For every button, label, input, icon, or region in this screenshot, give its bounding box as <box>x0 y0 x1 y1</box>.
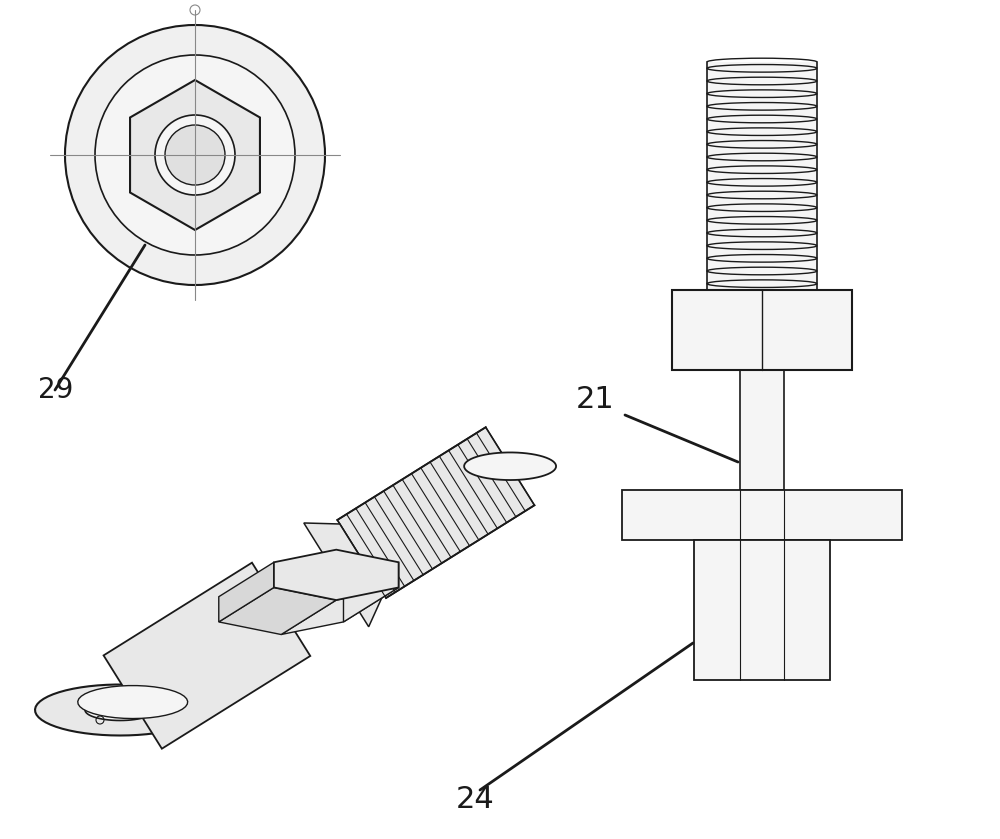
Bar <box>740 370 784 490</box>
Polygon shape <box>226 593 336 626</box>
Text: 29: 29 <box>38 376 73 404</box>
Polygon shape <box>85 700 155 721</box>
Polygon shape <box>281 587 399 634</box>
Polygon shape <box>78 685 188 718</box>
Polygon shape <box>130 80 260 230</box>
Polygon shape <box>343 562 399 622</box>
Polygon shape <box>464 452 556 480</box>
Polygon shape <box>104 563 310 748</box>
Text: 24: 24 <box>456 785 494 815</box>
Polygon shape <box>219 562 274 622</box>
Circle shape <box>155 115 235 195</box>
Circle shape <box>65 25 325 285</box>
Polygon shape <box>274 550 399 600</box>
Circle shape <box>95 55 295 255</box>
Bar <box>622 490 902 540</box>
Circle shape <box>165 125 225 185</box>
Polygon shape <box>337 427 534 598</box>
Bar <box>707 62 817 290</box>
Polygon shape <box>219 587 336 634</box>
Text: 21: 21 <box>576 385 615 414</box>
Bar <box>672 290 852 370</box>
Polygon shape <box>304 523 384 627</box>
Bar <box>694 540 830 680</box>
Polygon shape <box>35 685 205 736</box>
